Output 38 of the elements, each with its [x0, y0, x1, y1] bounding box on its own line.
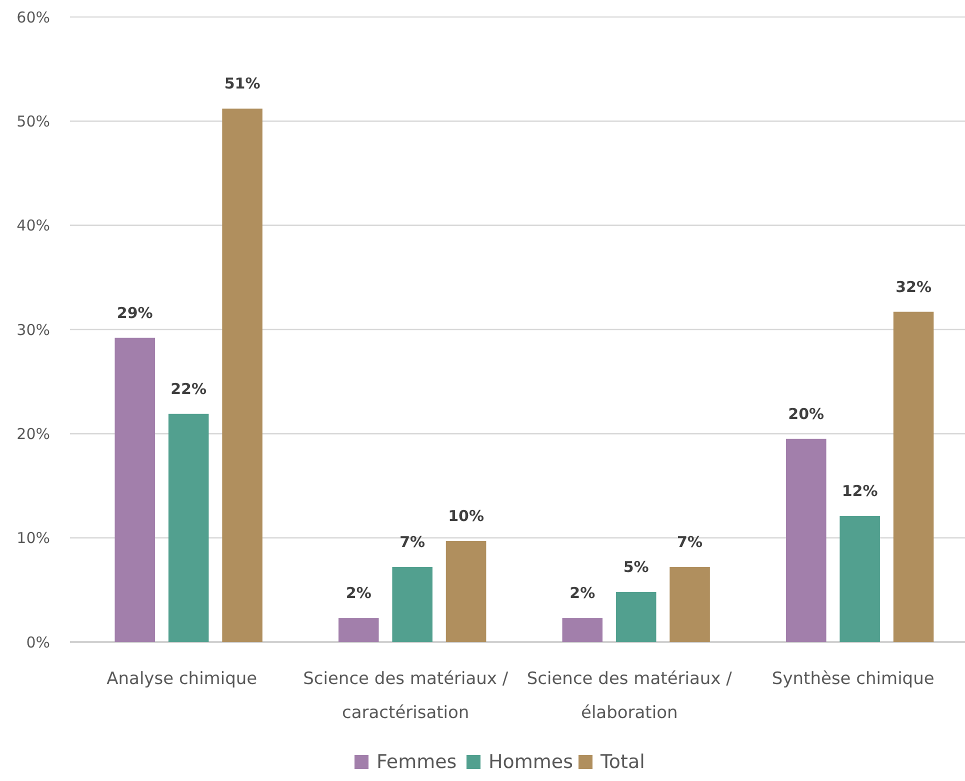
legend-label: Hommes — [488, 751, 574, 773]
bar — [562, 618, 603, 642]
data-label: 22% — [170, 380, 207, 398]
bar — [786, 438, 826, 642]
x-tick-label: Analyse chimique — [106, 669, 258, 689]
data-label: 32% — [896, 278, 932, 296]
data-label: 7% — [677, 533, 703, 551]
data-label: 2% — [346, 584, 372, 602]
data-label: 2% — [570, 584, 596, 602]
bar — [670, 567, 710, 642]
y-tick-label: 0% — [26, 633, 50, 652]
data-label: 20% — [788, 404, 824, 423]
bar — [168, 414, 209, 642]
bar — [893, 312, 934, 642]
data-label: 29% — [116, 304, 153, 322]
y-tick-label: 30% — [16, 320, 50, 339]
data-label: 7% — [400, 533, 426, 551]
bar — [114, 338, 156, 642]
x-tick-label: Science des matériaux / caractérisation — [303, 669, 508, 723]
bar — [338, 618, 379, 642]
data-label: 10% — [448, 506, 484, 525]
bar — [392, 567, 432, 642]
y-tick-label: 40% — [16, 216, 50, 235]
bar — [446, 540, 486, 642]
legend-label: Femmes — [376, 751, 457, 773]
data-label: 51% — [224, 74, 260, 93]
bar — [616, 592, 656, 642]
data-label: 5% — [623, 558, 649, 576]
y-tick-label: 20% — [16, 424, 50, 443]
bar — [840, 516, 880, 642]
legend-label: Total — [600, 751, 645, 773]
y-tick-label: 10% — [16, 529, 50, 548]
y-tick-label: 60% — [16, 8, 50, 26]
data-label: 12% — [842, 482, 878, 500]
y-tick-label: 50% — [16, 112, 50, 130]
bar — [222, 108, 262, 642]
x-tick-label: Science des matériaux / élaboration — [526, 669, 732, 723]
x-tick-label: Synthèse chimique — [772, 669, 934, 689]
